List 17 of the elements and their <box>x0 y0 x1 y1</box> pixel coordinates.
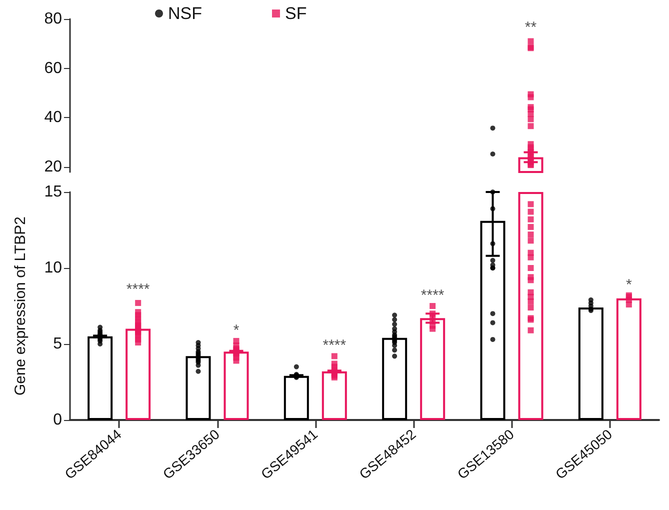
data-label: ** <box>524 19 537 36</box>
y-tick-label: 5 <box>53 336 62 352</box>
data-label: **** <box>322 337 346 354</box>
data-label: * <box>233 322 240 339</box>
data-label: * <box>626 276 632 294</box>
y-tick-label: 20 <box>44 158 62 176</box>
y-tick-label: 15 <box>44 184 62 200</box>
y-axis-title: Gene expression of LTBP2 <box>12 216 29 396</box>
legend-label: NSF <box>168 4 202 23</box>
data-label: **** <box>126 280 150 298</box>
y-tick-label: 60 <box>44 60 62 77</box>
y-tick-label: 10 <box>44 260 62 276</box>
legend-label: SF <box>285 4 307 23</box>
data-label: **** <box>420 287 444 304</box>
y-tick-label: 40 <box>44 109 62 126</box>
y-tick-label: 0 <box>53 412 62 428</box>
y-tick-label: 80 <box>44 10 62 28</box>
